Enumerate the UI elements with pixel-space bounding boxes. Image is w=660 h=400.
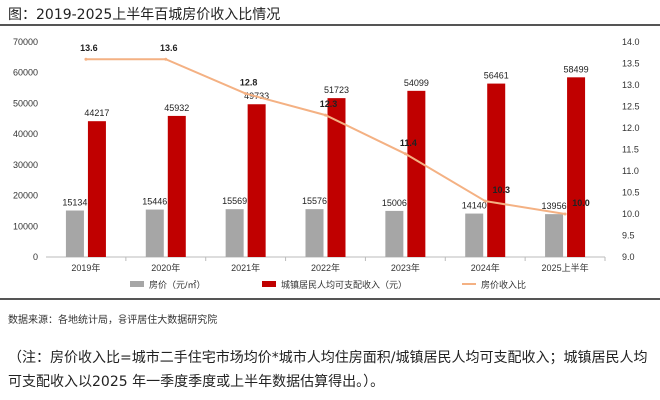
- y-left-tick-label: 40000: [13, 129, 38, 139]
- income-data-label: 54099: [404, 78, 429, 88]
- legend-swatch: [262, 281, 276, 287]
- y-right-tick-label: 13.0: [622, 80, 640, 90]
- ratio-data-label: 10.0: [572, 198, 590, 208]
- y-right-tick-label: 10.5: [622, 188, 640, 198]
- price-bar: [545, 214, 564, 257]
- income-bar: [487, 83, 506, 257]
- price-bar: [305, 209, 324, 257]
- y-left-tick-label: 50000: [13, 98, 38, 108]
- income-data-label: 51723: [324, 85, 349, 95]
- ratio-point: [164, 57, 168, 61]
- ratio-data-label: 10.3: [492, 185, 510, 195]
- ratio-data-label: 12.8: [240, 78, 258, 88]
- ratio-point: [403, 152, 407, 156]
- price-data-label: 13956: [542, 201, 567, 211]
- price-bar: [65, 210, 84, 257]
- chart-divider: [0, 298, 660, 300]
- price-bar: [385, 210, 404, 257]
- y-right-tick-label: 9.5: [622, 231, 635, 241]
- ratio-point: [324, 113, 327, 117]
- income-data-label: 45932: [164, 103, 189, 113]
- note-text: （注：房价收入比=城市二手住宅市场均价*城市人均住房面积/城镇居民人均可支配收入…: [8, 350, 648, 390]
- y-right-tick-label: 11.5: [622, 145, 639, 155]
- y-right-tick-label: 9.0: [622, 252, 635, 262]
- y-right-tick-label: 12.5: [622, 102, 640, 112]
- y-left-tick-label: 10000: [13, 221, 38, 231]
- ratio-point: [84, 57, 88, 61]
- x-tick-label: 2021年: [231, 262, 260, 273]
- x-tick-label: 2024年: [471, 262, 500, 273]
- price-bar: [145, 209, 164, 257]
- y-left-tick-label: 70000: [13, 37, 38, 47]
- income-bar: [567, 77, 586, 258]
- y-right-tick-label: 10.0: [622, 209, 640, 219]
- x-tick-label: 2020年: [151, 262, 180, 273]
- source-text: 数据来源：各地统计局，융评居住大数据研究院: [8, 315, 218, 326]
- income-bar: [327, 98, 346, 257]
- y-right-tick-label: 12.0: [622, 123, 640, 133]
- x-tick-label: 2022年: [311, 262, 340, 273]
- income-data-label: 56461: [484, 71, 509, 81]
- income-bar: [407, 90, 426, 258]
- ratio-point: [563, 212, 567, 216]
- price-bar: [225, 209, 244, 257]
- price-data-label: 15569: [222, 196, 247, 206]
- y-right-tick-label: 14.0: [622, 37, 640, 47]
- legend-label: 房价收入比: [481, 279, 526, 290]
- price-data-label: 14140: [462, 201, 487, 211]
- page-title: 图：2019-2025上半年百城房价收入比情况: [8, 7, 281, 23]
- chart: 0 10000 20000 30000 40000 50000 60000 70000 9.0 9…: [13, 37, 640, 290]
- ratio-point: [483, 199, 487, 203]
- y-left-tick-label: 20000: [13, 191, 38, 201]
- legend-label: 房价（元/㎡）: [149, 279, 206, 290]
- title-divider: [0, 24, 660, 26]
- y-left-tick-label: 0: [33, 252, 38, 262]
- income-bar: [87, 121, 106, 257]
- ratio-data-label: 13.6: [160, 43, 178, 53]
- price-data-label: 15446: [142, 197, 167, 207]
- legend-label: 城镇居民人均可支配收入（元）: [281, 279, 407, 290]
- ratio-data-label: 11.4: [400, 138, 417, 148]
- price-data-label: 15134: [62, 198, 87, 208]
- price-bar: [465, 213, 484, 257]
- y-right-tick-label: 11.0: [622, 166, 639, 176]
- x-tick-label: 2025上半年: [542, 262, 589, 273]
- ratio-data-label: 12.3: [320, 99, 338, 109]
- ratio-point: [244, 92, 248, 96]
- y-left-tick-label: 60000: [13, 68, 38, 78]
- legend-swatch: [130, 281, 144, 287]
- y-left-tick-label: 30000: [13, 160, 38, 170]
- income-data-label: 58499: [564, 64, 589, 74]
- price-data-label: 15006: [382, 198, 407, 208]
- price-data-label: 15576: [302, 196, 327, 206]
- income-data-label: 44217: [84, 108, 109, 118]
- x-tick-label: 2019年: [71, 262, 100, 273]
- income-bar: [167, 115, 186, 257]
- income-bar: [247, 104, 266, 257]
- ratio-data-label: 13.6: [80, 43, 98, 53]
- x-tick-label: 2023年: [391, 262, 420, 273]
- y-right-tick-label: 13.5: [622, 59, 640, 69]
